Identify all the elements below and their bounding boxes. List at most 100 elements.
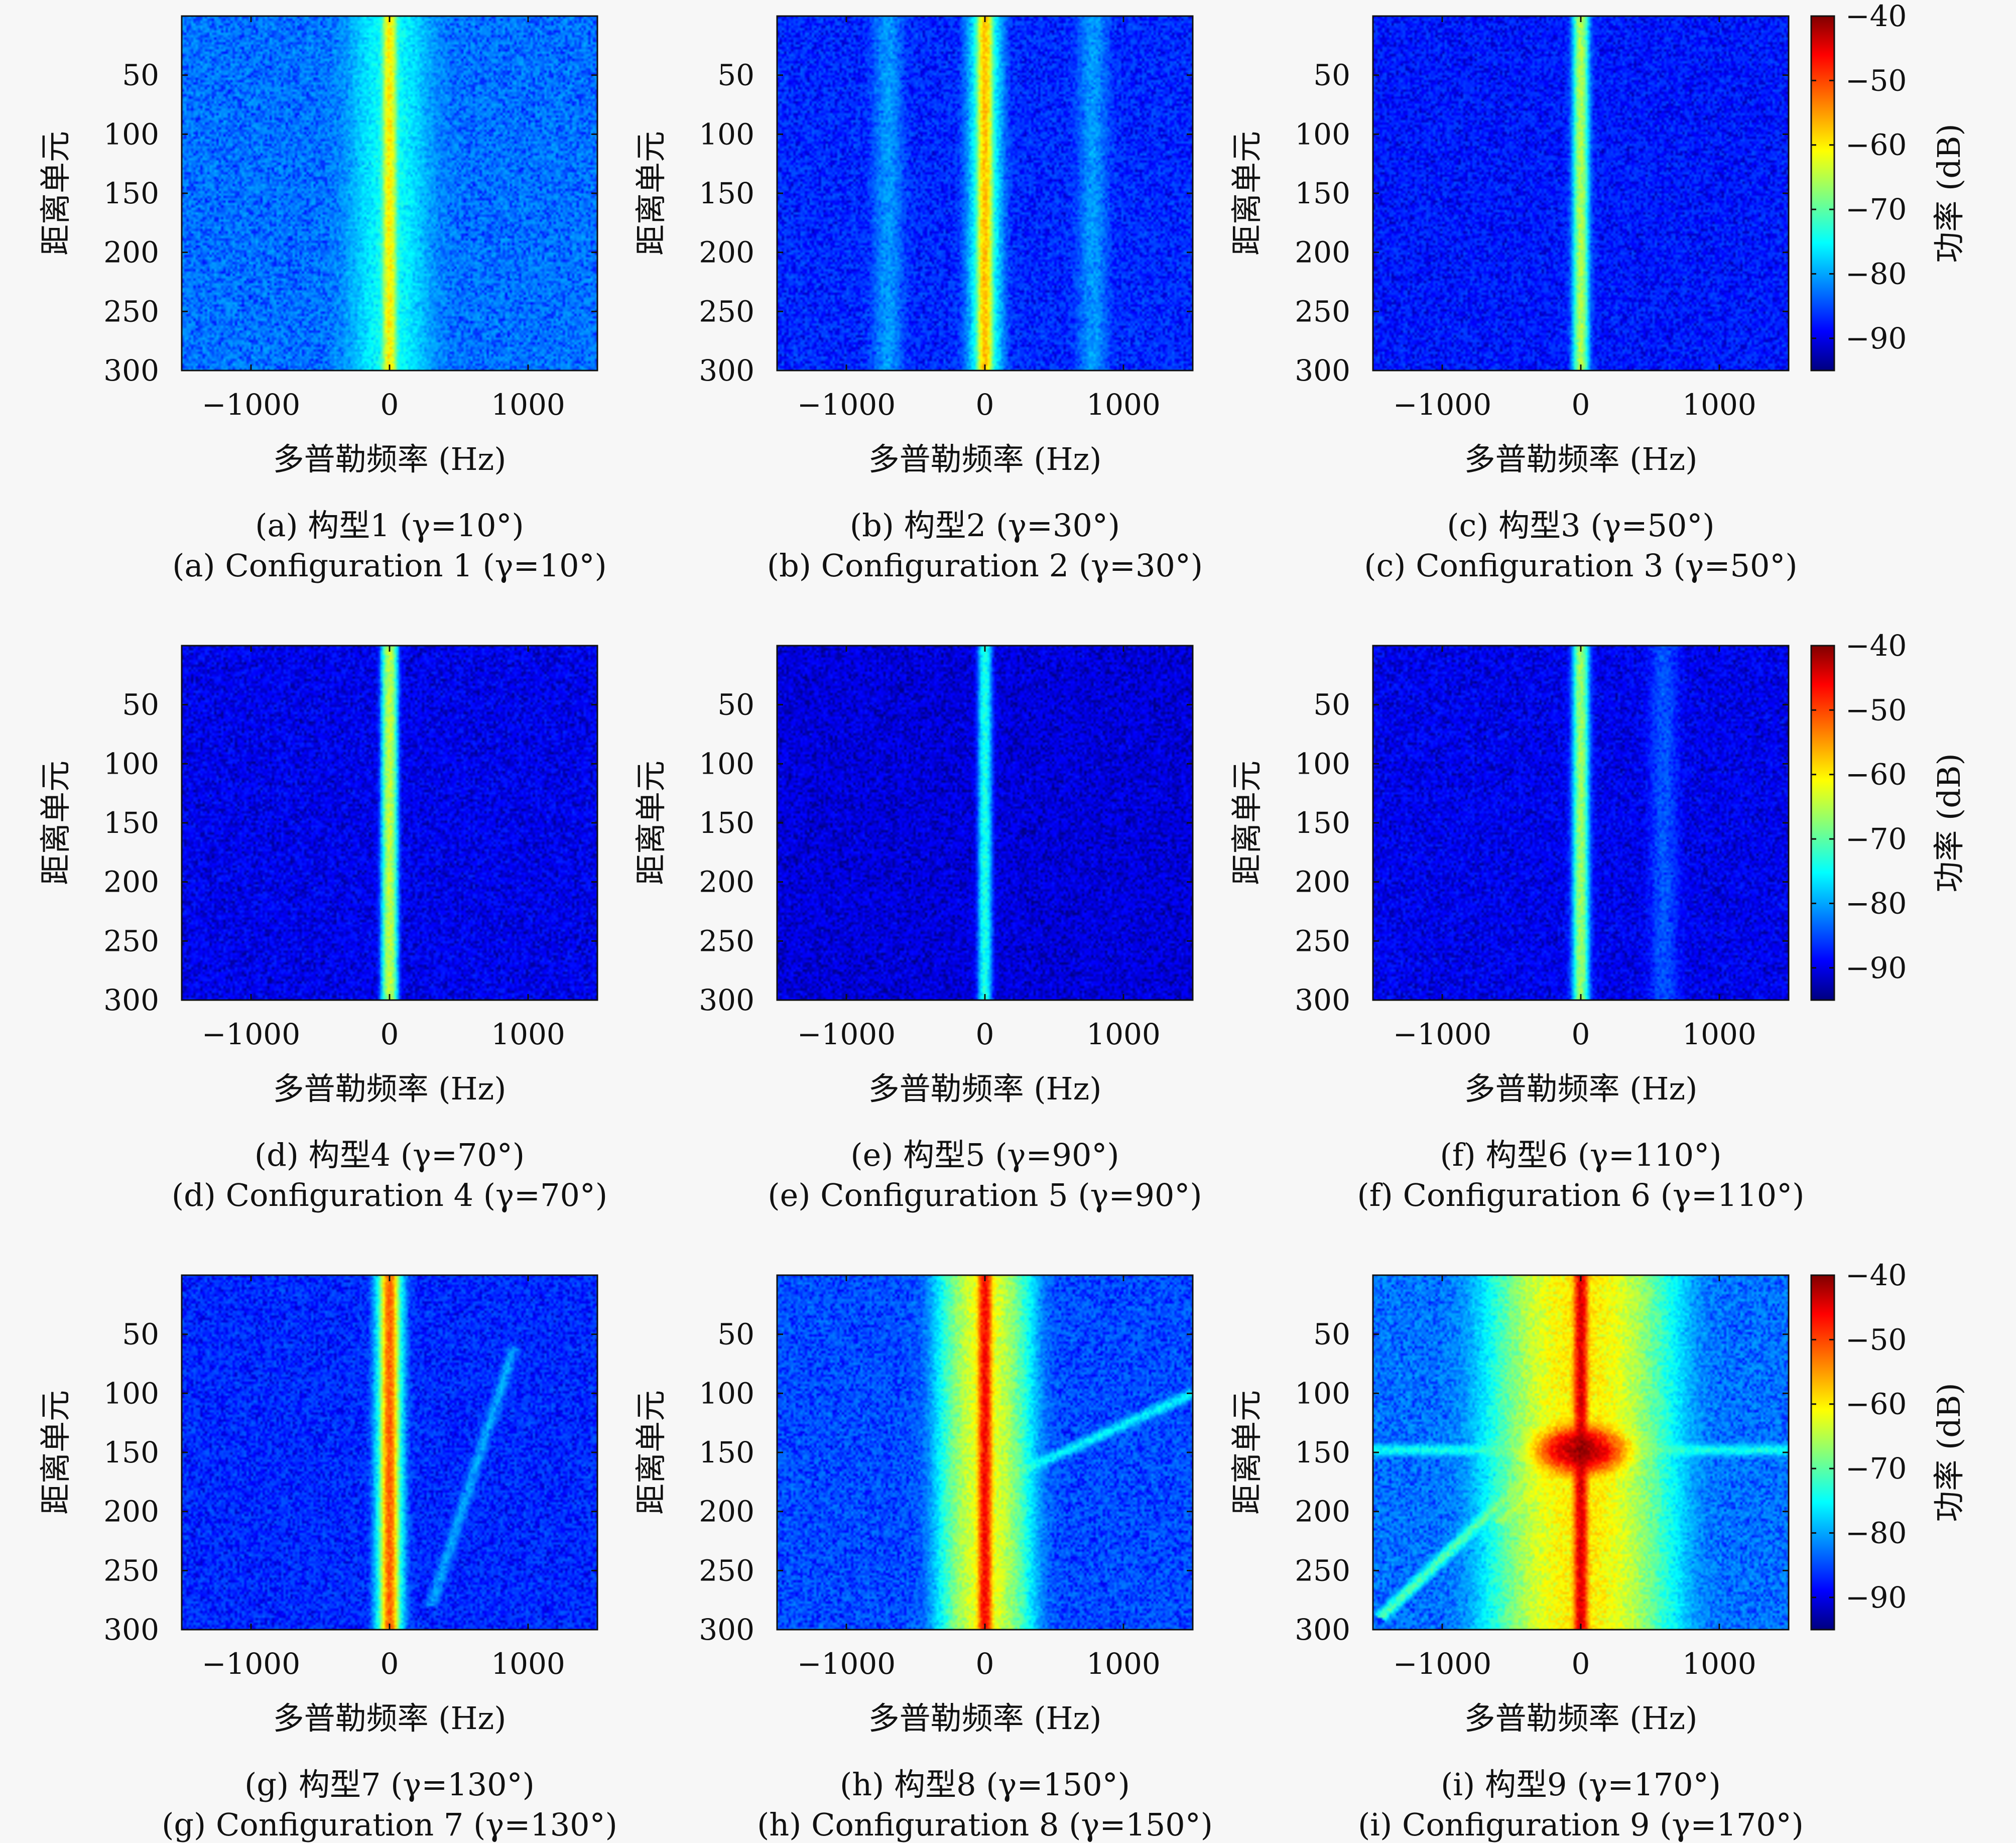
y-tick-label: 200 [699, 235, 754, 270]
y-tick-label: 50 [122, 58, 159, 92]
colorbar-tick-label: −50 [1845, 693, 1907, 727]
panel-caption-cn: (i) 构型9 (γ=170°) [1441, 1766, 1721, 1803]
panel-caption-en: (c) Configuration 3 (γ=50°) [1364, 547, 1797, 584]
x-tick-label: 1000 [1682, 1647, 1756, 1681]
x-tick-label: −1000 [202, 1017, 300, 1051]
x-tick-label: 0 [976, 1017, 994, 1051]
x-tick-label: 0 [381, 1647, 399, 1681]
colorbar-label: 功率 (dB) [1931, 1383, 1967, 1522]
heatmap-image [777, 646, 1193, 1000]
y-tick-label: 100 [699, 747, 754, 781]
y-tick-label: 150 [103, 806, 159, 840]
x-axis-label: 多普勒频率 (Hz) [868, 1700, 1102, 1737]
heatmap-panel-h: −1000 0 1000 50 100 150 200 250 300 多普勒频率 (Hz) 距离单… [633, 1274, 1213, 1843]
y-tick-label: 150 [1295, 806, 1350, 840]
panel-caption-en: (e) Configuration 5 (γ=90°) [768, 1177, 1202, 1213]
heatmap-image [1373, 1275, 1789, 1630]
y-tick-label: 150 [1295, 1435, 1350, 1469]
x-tick-label: −1000 [202, 1647, 300, 1681]
x-tick-label: 0 [381, 388, 399, 422]
panel-caption-en: (h) Configuration 8 (γ=150°) [757, 1806, 1213, 1843]
colorbar-tick-label: −40 [1845, 0, 1907, 33]
x-axis-label: 多普勒频率 (Hz) [1464, 441, 1698, 477]
colorbar-gradient [1810, 1274, 1835, 1631]
colorbar-tick-label: −60 [1845, 128, 1907, 162]
heatmap-panel-g: −1000 0 1000 50 100 150 200 250 300 多普勒频率 (Hz) 距离单… [37, 1274, 617, 1843]
x-axis-label: 多普勒频率 (Hz) [273, 441, 507, 477]
y-axis-label: 距离单元 [37, 761, 74, 885]
y-tick-label: 300 [699, 353, 754, 388]
colorbar-tick-label: −70 [1845, 1451, 1907, 1486]
x-tick-label: −1000 [797, 1647, 896, 1681]
panel-caption-cn: (e) 构型5 (γ=90°) [850, 1137, 1119, 1173]
y-tick-label: 300 [1295, 1613, 1350, 1647]
y-tick-label: 300 [103, 353, 159, 388]
y-axis-label: 距离单元 [37, 131, 74, 256]
colorbar-tick-label: −80 [1845, 1516, 1907, 1550]
colorbar-row-3: −40 −50 −60 −70 −80 −90 功率 (dB) [1810, 1258, 1967, 1631]
y-tick-label: 50 [717, 1317, 754, 1351]
x-tick-label: 1000 [1682, 388, 1756, 422]
heatmap-panel-e: −1000 0 1000 50 100 150 200 250 300 多普勒频率 (Hz) 距离单… [633, 645, 1202, 1213]
panel-caption-cn: (f) 构型6 (γ=110°) [1440, 1137, 1722, 1173]
colorbar-gradient [1810, 15, 1835, 372]
heatmap-image [1373, 646, 1789, 1000]
x-tick-label: 1000 [491, 1647, 565, 1681]
y-tick-label: 100 [103, 1376, 159, 1410]
panel-caption-en: (b) Configuration 2 (γ=30°) [767, 547, 1203, 584]
heatmap-image [182, 1275, 597, 1630]
y-axis-label: 距离单元 [633, 761, 669, 885]
x-axis-label: 多普勒频率 (Hz) [1464, 1700, 1698, 1737]
x-tick-label: 1000 [1086, 1647, 1161, 1681]
colorbar-tick-label: −50 [1845, 1322, 1907, 1357]
colorbar-tick-label: −50 [1845, 63, 1907, 97]
y-axis-label: 距离单元 [1228, 761, 1265, 885]
colorbar-tick-label: −90 [1845, 1580, 1907, 1615]
x-axis-label: 多普勒频率 (Hz) [868, 1070, 1102, 1107]
heatmap-image [1373, 16, 1789, 371]
panel-caption-cn: (a) 构型1 (γ=10°) [255, 507, 524, 544]
y-tick-label: 200 [1295, 1495, 1350, 1529]
y-tick-label: 250 [699, 294, 754, 328]
y-tick-label: 50 [1313, 58, 1350, 92]
panel-caption-en: (i) Configuration 9 (γ=170°) [1358, 1806, 1804, 1843]
y-tick-label: 250 [103, 1553, 159, 1587]
y-tick-label: 150 [699, 176, 754, 210]
y-tick-label: 250 [103, 294, 159, 328]
heatmap-panel-c: −1000 0 1000 50 100 150 200 250 300 多普勒频率 (Hz) 距离单… [1228, 15, 1798, 584]
y-axis-label: 距离单元 [633, 1390, 669, 1515]
x-tick-label: 1000 [491, 388, 565, 422]
x-tick-label: −1000 [1393, 1647, 1491, 1681]
y-tick-label: 50 [1313, 688, 1350, 722]
colorbar-tick-label: −70 [1845, 192, 1907, 226]
heatmap-panel-f: −1000 0 1000 50 100 150 200 250 300 多普勒频率 (Hz) 距离单… [1228, 645, 1804, 1213]
y-axis-label: 距离单元 [1228, 1390, 1265, 1515]
x-axis-label: 多普勒频率 (Hz) [273, 1700, 507, 1737]
y-tick-label: 200 [103, 865, 159, 899]
colorbar-tick-label: −40 [1845, 1258, 1907, 1292]
y-tick-label: 300 [699, 983, 754, 1017]
heatmap-image [182, 646, 597, 1000]
y-tick-label: 200 [1295, 235, 1350, 270]
y-tick-label: 150 [699, 806, 754, 840]
panel-caption-cn: (g) 构型7 (γ=130°) [244, 1766, 535, 1803]
colorbar-tick-label: −90 [1845, 951, 1907, 985]
y-tick-label: 100 [103, 747, 159, 781]
y-tick-label: 250 [103, 924, 159, 958]
x-tick-label: 0 [976, 1647, 994, 1681]
x-tick-label: 1000 [1682, 1017, 1756, 1051]
panel-caption-en: (d) Configuration 4 (γ=70°) [172, 1177, 607, 1213]
y-tick-label: 300 [699, 1613, 754, 1647]
y-tick-label: 300 [103, 983, 159, 1017]
x-axis-label: 多普勒频率 (Hz) [1464, 1070, 1698, 1107]
y-tick-label: 100 [699, 1376, 754, 1410]
heatmap-panel-b: −1000 0 1000 50 100 150 200 250 300 多普勒频率 (Hz) 距离单… [633, 15, 1203, 584]
panel-caption-cn: (d) 构型4 (γ=70°) [255, 1137, 525, 1173]
colorbar-tick-label: −70 [1845, 822, 1907, 856]
heatmap-image [182, 16, 597, 371]
heatmap-image [777, 16, 1193, 371]
y-tick-label: 100 [699, 117, 754, 151]
panel-caption-cn: (c) 构型3 (γ=50°) [1447, 507, 1714, 544]
colorbar-tick-label: −80 [1845, 886, 1907, 920]
